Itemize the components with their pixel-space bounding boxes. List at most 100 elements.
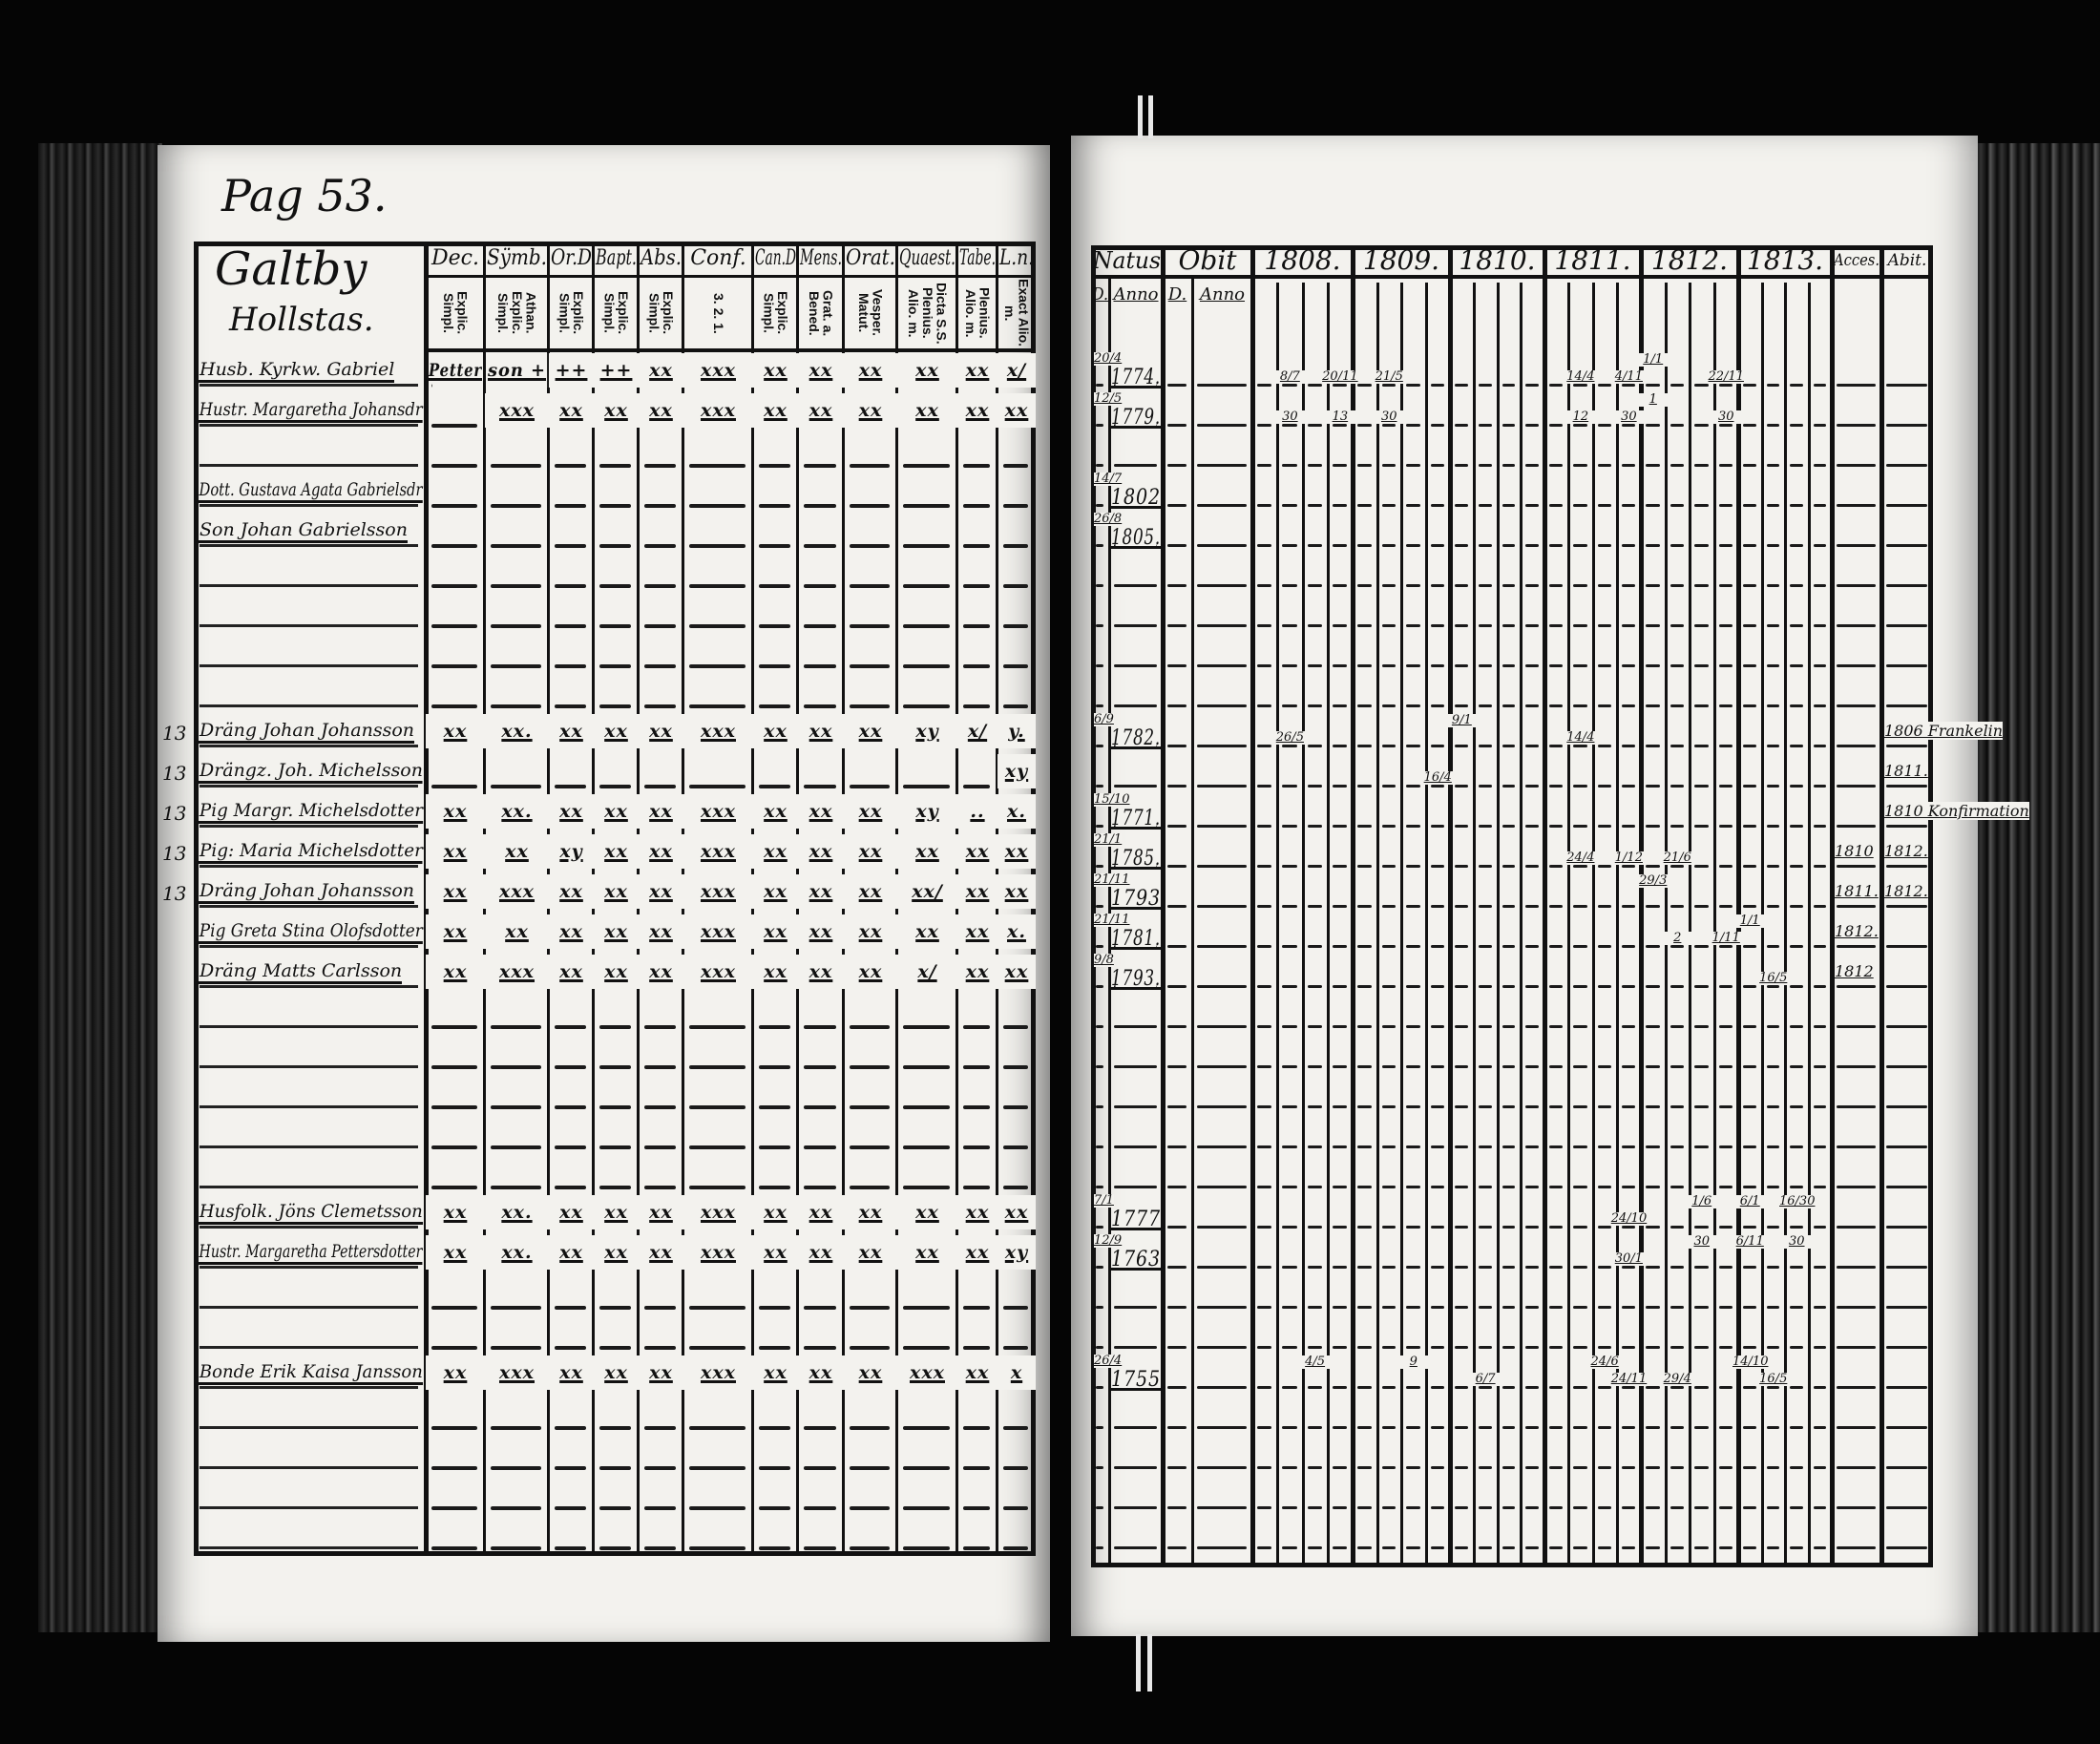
empty-cell-dash — [903, 1145, 950, 1149]
empty-cell-dash — [1837, 464, 1876, 467]
empty-cell-dash — [1813, 745, 1826, 747]
empty-cell-dash — [1525, 1306, 1539, 1309]
empty-cell-dash — [1282, 624, 1297, 627]
empty-cell-dash — [1694, 745, 1709, 747]
empty-cell-dash — [963, 1065, 990, 1069]
empty-cell-dash — [1694, 704, 1709, 707]
empty-cell-dash — [1167, 1466, 1186, 1469]
empty-cell-dash — [1790, 1346, 1803, 1349]
empty-cell-dash — [1743, 504, 1756, 507]
empty-cell-dash — [804, 1065, 836, 1069]
empty-cell-dash — [1813, 945, 1826, 948]
empty-cell-dash — [1381, 985, 1396, 988]
empty-cell-dash — [1646, 584, 1660, 587]
examination-mark: xx — [957, 955, 998, 989]
empty-cell-dash — [1357, 985, 1372, 988]
empty-cell-dash — [1525, 704, 1539, 707]
empty-cell-dash — [1282, 584, 1297, 587]
examination-date: 4/5 — [1296, 1355, 1334, 1369]
examination-mark: xx — [957, 393, 998, 428]
empty-cell-dash — [599, 1145, 631, 1149]
empty-cell-dash — [1096, 985, 1103, 988]
empty-cell-dash — [963, 1546, 990, 1550]
empty-cell-dash — [1837, 1306, 1876, 1309]
empty-cell-dash — [1257, 544, 1272, 547]
empty-cell-dash — [1718, 945, 1732, 948]
examination-date: 2 — [1659, 932, 1695, 945]
empty-cell-dash — [1597, 1266, 1611, 1269]
examination-mark: xx — [798, 874, 844, 909]
empty-cell-dash — [1766, 945, 1779, 948]
empty-cell-dash — [1406, 985, 1420, 988]
name-row-rule — [200, 1426, 418, 1429]
empty-cell-dash — [1167, 1105, 1186, 1108]
empty-cell-dash — [1670, 1266, 1684, 1269]
empty-cell-dash — [1813, 584, 1826, 587]
empty-cell-dash — [963, 664, 990, 668]
empty-cell-dash — [555, 1346, 586, 1350]
empty-cell-dash — [1694, 1506, 1709, 1509]
empty-cell-dash — [1167, 504, 1186, 507]
birth-year: 1755 — [1110, 1368, 1162, 1392]
column-subheader: Exact Alio. m. — [1002, 279, 1032, 347]
empty-cell-dash — [804, 1186, 836, 1189]
empty-cell-dash — [1766, 1065, 1779, 1068]
examination-mark: xx — [798, 714, 844, 748]
empty-cell-dash — [1790, 945, 1803, 948]
empty-cell-dash — [804, 1506, 836, 1510]
name-row-rule — [200, 704, 418, 707]
empty-cell-dash — [1694, 1105, 1709, 1108]
examination-date: 24/11 — [1610, 1372, 1648, 1386]
year-subheader: Anno — [1199, 284, 1246, 305]
empty-cell-dash — [1357, 1506, 1372, 1509]
empty-cell-dash — [1257, 1426, 1272, 1429]
birth-day: 12/5 — [1094, 391, 1123, 406]
empty-cell-dash — [1573, 1426, 1587, 1429]
name-row-rule — [200, 905, 418, 908]
examination-mark: xxx — [897, 1355, 957, 1390]
empty-cell-dash — [1837, 584, 1876, 587]
birth-year: 1793. — [1111, 967, 1162, 991]
empty-cell-dash — [644, 1145, 676, 1149]
examination-mark: xx — [639, 874, 683, 909]
empty-cell-dash — [1573, 1306, 1587, 1309]
column-subheader: Grat. a. Bened. — [807, 289, 836, 337]
empty-cell-dash — [1307, 584, 1322, 587]
empty-cell-dash — [1573, 584, 1587, 587]
empty-cell-dash — [1455, 704, 1468, 707]
examination-mark: xx — [753, 353, 798, 388]
empty-cell-dash — [1694, 1186, 1709, 1188]
empty-cell-dash — [599, 1346, 631, 1350]
empty-cell-dash — [1597, 1065, 1611, 1068]
examination-mark: xx — [485, 914, 549, 949]
empty-cell-dash — [1549, 745, 1564, 747]
examination-mark: xx — [844, 794, 897, 829]
empty-cell-dash — [1886, 865, 1927, 868]
empty-cell-dash — [491, 1145, 541, 1149]
examination-mark: xx — [549, 714, 594, 748]
empty-cell-dash — [903, 1506, 950, 1510]
empty-cell-dash — [1096, 424, 1103, 427]
empty-cell-dash — [1718, 785, 1732, 788]
empty-cell-dash — [689, 1346, 746, 1350]
empty-cell-dash — [689, 544, 746, 548]
empty-cell-dash — [1257, 1546, 1272, 1549]
column-header: Can.D — [755, 246, 796, 270]
empty-cell-dash — [1573, 745, 1587, 747]
empty-cell-dash — [1381, 1346, 1396, 1349]
empty-cell-dash — [491, 1426, 541, 1430]
examination-mark: xx — [844, 353, 897, 388]
examination-date: 24/10 — [1610, 1211, 1648, 1226]
empty-cell-dash — [1694, 1306, 1709, 1309]
empty-cell-dash — [1646, 624, 1660, 627]
empty-cell-dash — [1621, 584, 1635, 587]
empty-cell-dash — [1766, 1506, 1779, 1509]
empty-cell-dash — [1502, 624, 1516, 627]
column-header: Or.D — [550, 246, 593, 270]
empty-cell-dash — [1430, 424, 1444, 427]
name-row-rule — [200, 1466, 418, 1469]
empty-cell-dash — [1167, 1386, 1186, 1389]
sub-column-divider — [1615, 283, 1619, 1567]
empty-cell-dash — [850, 1466, 890, 1470]
empty-cell-dash — [1525, 985, 1539, 988]
